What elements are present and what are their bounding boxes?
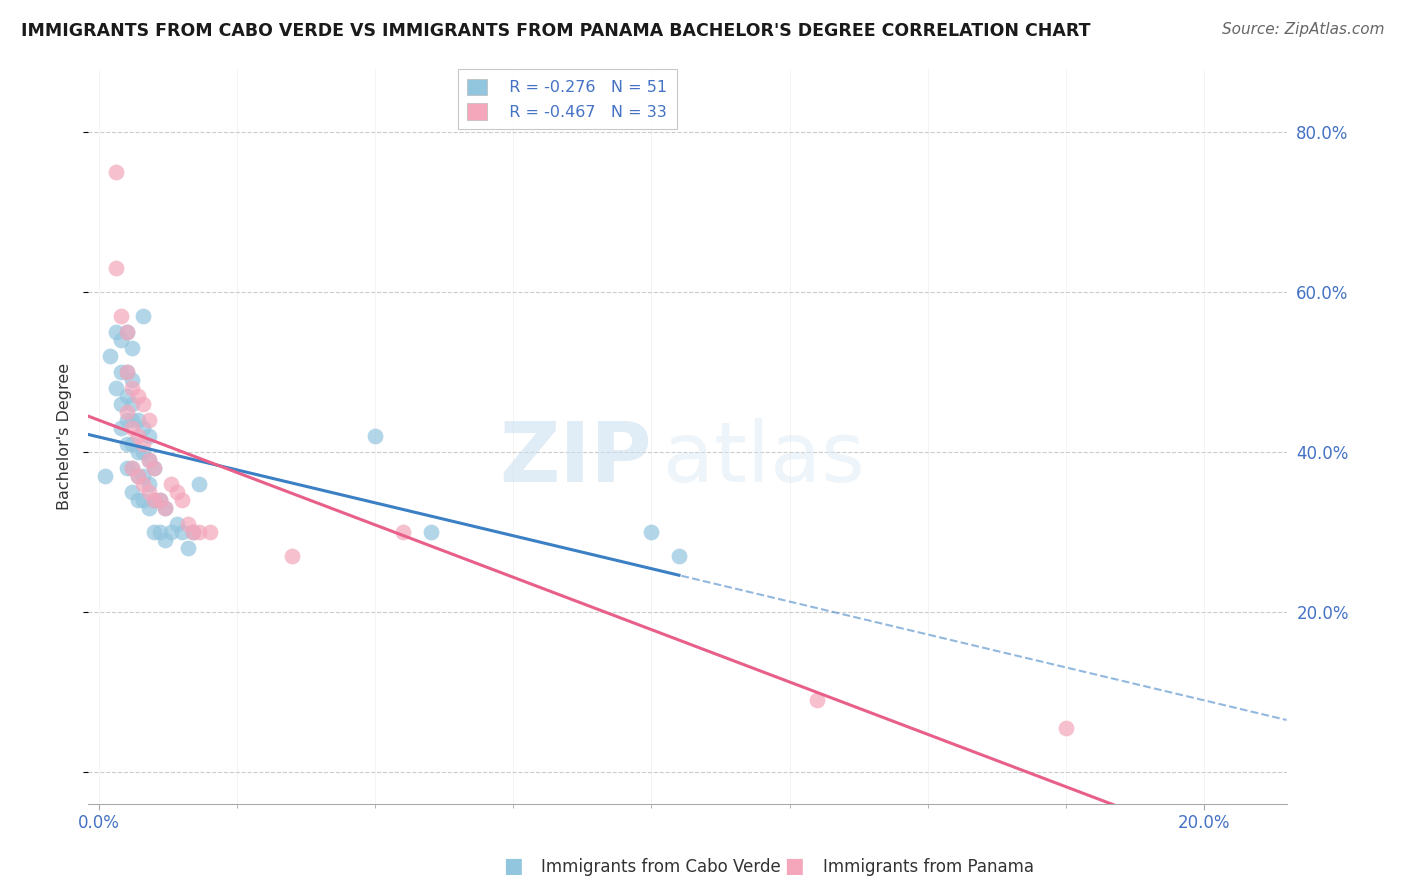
- Point: [187, 477, 209, 491]
- Point: [181, 525, 204, 540]
- Point: [166, 485, 188, 500]
- Point: [160, 525, 183, 540]
- Point: [127, 493, 149, 508]
- Point: [155, 501, 177, 516]
- Point: [115, 437, 138, 451]
- Point: [132, 310, 155, 324]
- Point: [170, 493, 193, 508]
- Text: atlas: atlas: [664, 417, 865, 499]
- Point: [115, 326, 138, 340]
- Text: IMMIGRANTS FROM CABO VERDE VS IMMIGRANTS FROM PANAMA BACHELOR'S DEGREE CORRELATI: IMMIGRANTS FROM CABO VERDE VS IMMIGRANTS…: [21, 22, 1091, 40]
- Point: [143, 461, 166, 475]
- Text: Immigrants from Cabo Verde: Immigrants from Cabo Verde: [541, 858, 782, 876]
- Point: [364, 429, 387, 443]
- Point: [138, 501, 160, 516]
- Point: [127, 413, 149, 427]
- Point: [806, 693, 828, 707]
- Text: ■: ■: [785, 856, 804, 876]
- Point: [110, 421, 132, 435]
- Point: [176, 517, 198, 532]
- Point: [138, 485, 160, 500]
- Point: [143, 525, 166, 540]
- Point: [419, 525, 441, 540]
- Point: [132, 469, 155, 483]
- Legend:   R = -0.276   N = 51,   R = -0.467   N = 33: R = -0.276 N = 51, R = -0.467 N = 33: [458, 70, 678, 129]
- Point: [149, 525, 172, 540]
- Point: [138, 429, 160, 443]
- Point: [121, 461, 143, 475]
- Point: [281, 549, 304, 564]
- Point: [132, 437, 155, 451]
- Point: [143, 461, 166, 475]
- Point: [143, 493, 166, 508]
- Point: [170, 525, 193, 540]
- Y-axis label: Bachelor's Degree: Bachelor's Degree: [58, 363, 72, 510]
- Point: [138, 453, 160, 467]
- Point: [115, 365, 138, 379]
- Point: [155, 533, 177, 548]
- Point: [138, 477, 160, 491]
- Point: [121, 413, 143, 427]
- Point: [104, 326, 127, 340]
- Point: [110, 365, 132, 379]
- Point: [104, 261, 127, 276]
- Point: [166, 517, 188, 532]
- Point: [187, 525, 209, 540]
- Point: [110, 310, 132, 324]
- Text: Source: ZipAtlas.com: Source: ZipAtlas.com: [1222, 22, 1385, 37]
- Point: [127, 389, 149, 403]
- Point: [138, 453, 160, 467]
- Point: [93, 469, 115, 483]
- Point: [127, 469, 149, 483]
- Point: [132, 421, 155, 435]
- Point: [127, 469, 149, 483]
- Point: [110, 334, 132, 348]
- Point: [132, 445, 155, 459]
- Point: [127, 429, 149, 443]
- Point: [121, 341, 143, 355]
- Point: [110, 397, 132, 411]
- Text: ■: ■: [503, 856, 523, 876]
- Point: [98, 349, 121, 363]
- Point: [143, 493, 166, 508]
- Point: [668, 549, 690, 564]
- Point: [121, 373, 143, 387]
- Point: [132, 477, 155, 491]
- Point: [121, 461, 143, 475]
- Point: [121, 397, 143, 411]
- Point: [121, 437, 143, 451]
- Point: [138, 413, 160, 427]
- Point: [121, 485, 143, 500]
- Point: [104, 381, 127, 395]
- Point: [121, 421, 143, 435]
- Point: [115, 405, 138, 419]
- Point: [149, 493, 172, 508]
- Point: [181, 525, 204, 540]
- Point: [127, 445, 149, 459]
- Point: [155, 501, 177, 516]
- Point: [132, 397, 155, 411]
- Point: [160, 477, 183, 491]
- Point: [132, 493, 155, 508]
- Point: [115, 326, 138, 340]
- Point: [1054, 721, 1077, 735]
- Point: [640, 525, 662, 540]
- Text: Immigrants from Panama: Immigrants from Panama: [823, 858, 1033, 876]
- Point: [115, 461, 138, 475]
- Point: [115, 365, 138, 379]
- Point: [149, 493, 172, 508]
- Text: ZIP: ZIP: [499, 417, 651, 499]
- Point: [392, 525, 415, 540]
- Point: [104, 165, 127, 179]
- Point: [176, 541, 198, 556]
- Point: [115, 389, 138, 403]
- Point: [115, 413, 138, 427]
- Point: [121, 381, 143, 395]
- Point: [198, 525, 221, 540]
